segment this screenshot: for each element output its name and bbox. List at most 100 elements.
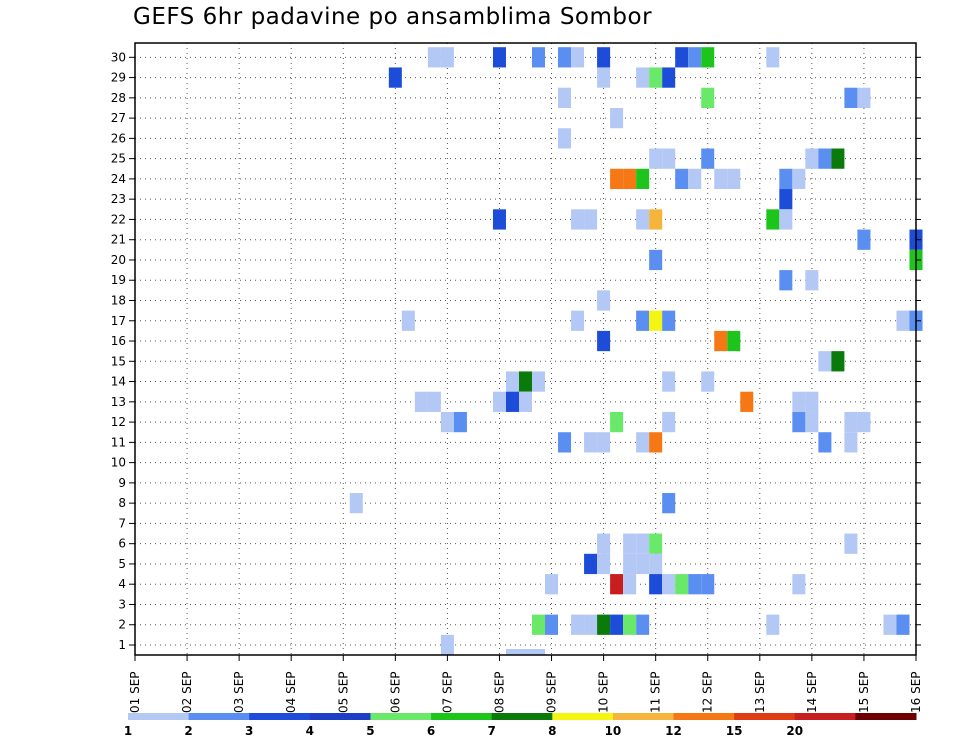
heatmap-cell [532, 371, 546, 392]
heatmap-cell [766, 614, 780, 635]
heatmap-cell [766, 209, 780, 230]
heatmap-cell [688, 168, 702, 190]
y-tick-label: 8 [118, 496, 126, 510]
y-tick-label: 14 [111, 375, 126, 389]
legend-label: 20 [786, 724, 803, 738]
heatmap-cell [662, 411, 676, 433]
y-axis: 1234567891011121314151617181920212223242… [111, 50, 921, 652]
legend-swatch [370, 713, 432, 720]
heatmap-cell [571, 47, 585, 68]
legend-swatch [734, 713, 796, 720]
heatmap-cell [688, 574, 702, 595]
heatmap-cell [649, 574, 663, 595]
y-tick-label: 16 [111, 334, 126, 348]
heatmap-cell [388, 67, 402, 88]
heatmap-cell [571, 614, 585, 635]
heatmap-cell [857, 229, 871, 250]
legend-label: 1 [124, 724, 132, 738]
heatmap-cell [610, 614, 624, 635]
heatmap-cell [597, 614, 611, 635]
heatmap-cell [440, 47, 454, 68]
x-tick-label: 02 SEP [180, 671, 194, 713]
heatmap-cell [727, 168, 741, 190]
legend-label: 5 [366, 724, 374, 738]
heatmap-cell [584, 209, 598, 230]
heatmap-cell [597, 533, 611, 554]
grid-lines [134, 43, 917, 655]
plot-frame [134, 42, 917, 656]
y-tick-label: 21 [111, 233, 126, 247]
heatmap-cell [805, 270, 819, 291]
heatmap-cell [349, 493, 363, 514]
heatmap-cell [597, 290, 611, 311]
heatmap-cell [649, 533, 663, 554]
x-tick-label: 06 SEP [388, 671, 402, 713]
heatmap-cell [518, 391, 533, 412]
heatmap-cell [831, 148, 845, 169]
heatmap-cell [701, 574, 715, 595]
heatmap-cell [558, 432, 572, 453]
heatmap-cell [597, 67, 611, 88]
legend-swatch [431, 713, 493, 720]
heatmap-cell [518, 649, 533, 655]
heatmap-cell [492, 47, 506, 68]
heatmap-cell [714, 330, 728, 352]
heatmap-cell [883, 614, 897, 635]
heatmap-cell [649, 249, 663, 271]
heatmap-cell [779, 209, 793, 230]
heatmap-cell [818, 432, 832, 453]
y-tick-label: 1 [118, 638, 126, 652]
y-tick-label: 6 [118, 537, 126, 551]
color-legend: 1 2 3 4 5 6 7 8 10 12 15 20 [124, 713, 917, 738]
heatmap-cell [818, 351, 832, 372]
heatmap-cell [805, 148, 819, 169]
heatmap-cell [610, 107, 624, 129]
y-tick-label: 7 [118, 516, 126, 530]
heatmap-cell [623, 614, 637, 635]
heatmap-cell [649, 432, 663, 453]
y-tick-label: 11 [111, 435, 126, 449]
heatmap-cell [662, 574, 676, 595]
heatmap-cell [584, 432, 598, 453]
heatmap-cell [597, 553, 611, 575]
heatmap-cell [844, 432, 858, 453]
heatmap-cell [597, 47, 611, 68]
heatmap-cell [701, 148, 715, 169]
heatmap-cell [649, 553, 663, 575]
heatmap-cell [792, 391, 806, 412]
y-tick-label: 9 [118, 476, 126, 490]
y-tick-label: 4 [118, 577, 126, 591]
y-tick-label: 3 [118, 597, 126, 611]
y-tick-label: 23 [111, 192, 126, 206]
heatmap-cell [675, 574, 689, 595]
legend-label: 7 [488, 724, 496, 738]
x-tick-label: 08 SEP [492, 671, 506, 713]
heatmap-cell [792, 411, 806, 433]
heatmap-cell [571, 209, 585, 230]
heatmap-cell [636, 168, 650, 190]
heatmap-cell [688, 47, 702, 68]
heatmap-cell [532, 649, 546, 655]
legend-swatch [249, 713, 311, 720]
heatmap-cell [610, 411, 624, 433]
heatmap-cells [349, 47, 923, 656]
heatmap-cell [558, 47, 572, 68]
heatmap-cell [636, 209, 650, 230]
heatmap-cell [805, 411, 819, 433]
legend-swatch [491, 713, 553, 720]
heatmap-cell [636, 533, 650, 554]
heatmap-cell [610, 168, 624, 190]
heatmap-cell [831, 351, 845, 372]
x-tick-label: 05 SEP [336, 671, 350, 713]
heatmap-cell [558, 128, 572, 149]
heatmap-cell [649, 209, 663, 230]
heatmap-cell [844, 87, 858, 108]
y-tick-label: 15 [111, 354, 126, 368]
heatmap-cell [610, 574, 624, 595]
heatmap-cell [701, 371, 715, 392]
y-tick-label: 12 [111, 415, 126, 429]
y-tick-label: 29 [111, 71, 126, 85]
heatmap-cell [440, 634, 454, 656]
x-tick-label: 03 SEP [232, 671, 246, 713]
heatmap-cell [818, 148, 832, 169]
